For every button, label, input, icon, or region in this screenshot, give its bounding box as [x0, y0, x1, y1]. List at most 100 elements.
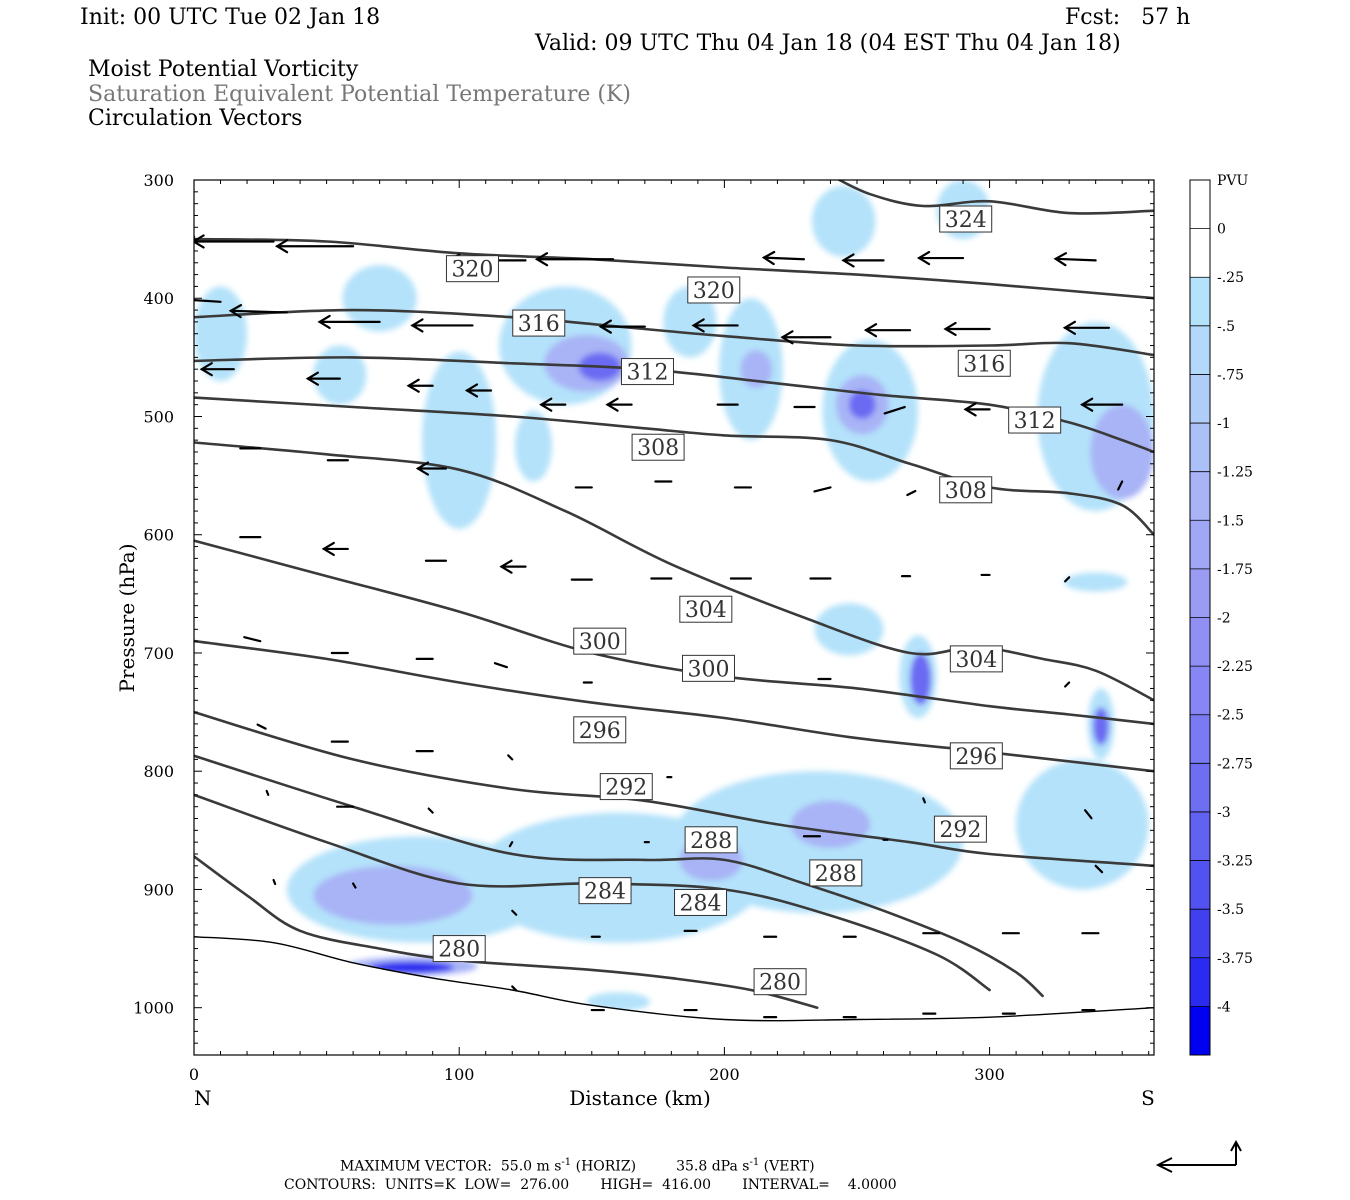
x-tick-label: 200 — [709, 1065, 740, 1084]
circulation-vector — [1064, 681, 1071, 688]
contour-label-316: 316 — [512, 309, 566, 337]
circulation-vector — [691, 318, 739, 333]
contour-label-304: 304 — [949, 645, 1003, 673]
theta-e-contour-292 — [194, 710, 1154, 868]
colorbar-swatch — [1190, 568, 1210, 618]
colorbar-swatch — [1190, 277, 1210, 327]
svg-text:288: 288 — [690, 829, 732, 854]
y-tick-label: 500 — [143, 407, 174, 426]
theta-e-contour-304 — [194, 441, 1154, 702]
svg-text:308: 308 — [945, 479, 987, 504]
contour-label-308: 308 — [631, 433, 685, 461]
contour-label-284: 284 — [578, 877, 632, 905]
contour-label-312: 312 — [620, 358, 674, 386]
theta-e-contour-288 — [194, 754, 1044, 998]
circulation-vector — [1083, 809, 1093, 820]
circulation-vector — [841, 253, 885, 268]
theta-e-contour-296 — [194, 639, 1154, 773]
colorbar-label: 0 — [1217, 222, 1226, 238]
circulation-vector — [410, 318, 474, 333]
theta-e-contour-312 — [194, 356, 1154, 454]
colorbar-swatch — [1190, 423, 1210, 473]
contour-label-284: 284 — [674, 888, 728, 916]
circulation-vector — [1080, 397, 1124, 412]
circulation-vector — [883, 405, 906, 415]
circulation-vector — [415, 461, 448, 476]
y-tick-label: 700 — [143, 644, 174, 663]
circulation-vector — [813, 486, 832, 493]
colorbar-swatch — [1190, 763, 1210, 813]
svg-text:300: 300 — [687, 657, 729, 682]
svg-text:316: 316 — [518, 312, 560, 337]
colorbar-swatch — [1190, 180, 1210, 230]
circulation-vector — [427, 807, 434, 814]
x-tick-label: 0 — [189, 1065, 199, 1084]
circulation-vector — [194, 235, 196, 238]
field-title-thetae: Saturation Equivalent Potential Temperat… — [88, 82, 631, 107]
theta-e-contour-300 — [194, 539, 1154, 726]
colorbar-swatch — [1190, 666, 1210, 716]
pv-region — [790, 800, 871, 849]
circulation-vector — [780, 330, 832, 345]
colorbar-label: -.75 — [1217, 367, 1244, 383]
circulation-vector — [761, 250, 806, 266]
svg-text:292: 292 — [939, 818, 981, 843]
colorbar-swatch — [1190, 228, 1210, 278]
circulation-vector — [1064, 576, 1071, 583]
colorbar-label: -2.25 — [1217, 659, 1253, 675]
colorbar-label: -3.75 — [1217, 951, 1253, 967]
contour-label-296: 296 — [573, 716, 627, 744]
colorbar-label: -.25 — [1217, 270, 1244, 286]
colorbar-swatch — [1190, 811, 1210, 862]
svg-text:324: 324 — [945, 208, 987, 233]
svg-text:308: 308 — [637, 436, 679, 461]
forecast-hour: Fcst: 57 h — [1065, 5, 1191, 30]
colorbar-label: -.5 — [1217, 319, 1235, 335]
circulation-vector — [507, 754, 514, 761]
colorbar-swatch — [1190, 617, 1210, 667]
x-axis-label: Distance (km) — [569, 1086, 711, 1110]
circulation-vector — [508, 841, 514, 848]
circulation-vector — [272, 878, 277, 886]
pv-region — [1016, 759, 1149, 890]
colorbar-swatch — [1190, 520, 1210, 570]
circulation-vector — [321, 541, 349, 557]
init-time: Init: 00 UTC Tue 02 Jan 18 — [80, 5, 381, 30]
theta-e-contour-316 — [194, 308, 1154, 357]
x-tick-label: 300 — [974, 1065, 1005, 1084]
circulation-vector — [493, 662, 509, 669]
contour-label-296: 296 — [949, 742, 1003, 770]
circulation-vector — [243, 636, 262, 643]
circulation-vector — [265, 789, 270, 796]
y-tick-label: 600 — [143, 526, 174, 545]
circulation-vector — [464, 383, 493, 398]
colorbar-swatch — [1190, 325, 1210, 375]
circulation-vector — [922, 797, 926, 804]
pv-region — [910, 652, 932, 706]
colorbar-swatch — [1190, 957, 1210, 1007]
colorbar-label: -4 — [1217, 999, 1231, 1015]
valid-time: Valid: 09 UTC Thu 04 Jan 18 (04 EST Thu … — [535, 31, 1121, 56]
circulation-vector — [863, 323, 912, 338]
circulation-vector — [1094, 864, 1104, 874]
contour-label-288: 288 — [684, 826, 738, 854]
colorbar-title: PVU — [1217, 173, 1249, 189]
svg-text:296: 296 — [955, 745, 997, 770]
colorbar-label: -1.75 — [1217, 562, 1253, 578]
svg-text:320: 320 — [693, 279, 735, 304]
svg-text:316: 316 — [963, 352, 1005, 377]
circulation-vector — [274, 239, 355, 254]
vector-layer — [194, 234, 1124, 1019]
circulation-vector — [1117, 480, 1124, 491]
svg-text:312: 312 — [1014, 409, 1056, 434]
contour-label-layer: 324 320 320 316 316 312 312 308 308 304 304 300 300 2… — [432, 205, 1062, 996]
svg-text:300: 300 — [579, 630, 621, 655]
axis-layer: 0 100 200 300 300 400 500 600 700 800 900 1000 — [133, 171, 1154, 1084]
terrain-line — [194, 936, 1154, 1022]
circulation-vector — [906, 489, 917, 497]
colorbar-swatch — [1190, 909, 1210, 959]
terrain-fill — [194, 936, 1154, 1055]
svg-text:304: 304 — [685, 598, 727, 623]
y-tick-label: 300 — [143, 171, 174, 190]
north-end-label: N — [194, 1086, 212, 1110]
